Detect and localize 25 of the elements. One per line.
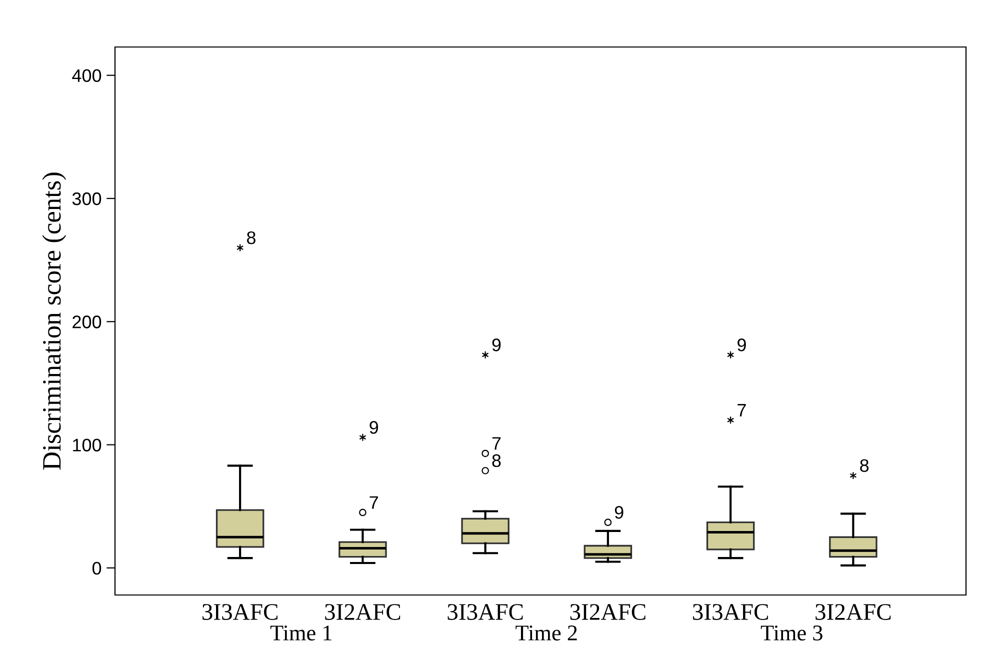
annotation: 8 — [246, 231, 256, 244]
x-tick-label: 3I3AFC — [692, 604, 768, 620]
x-tick-label: 3I2AFC — [570, 604, 646, 620]
y-tick-label: 400 — [72, 69, 102, 82]
y-tick-label: 200 — [72, 316, 102, 328]
text: Time 2 — [516, 626, 577, 640]
y-tick-label: 300 — [72, 192, 102, 206]
y-axis-title: Discrimination score (cents) — [42, 172, 66, 470]
annotation: 9 — [492, 338, 501, 352]
annotation: 7 — [738, 404, 746, 416]
text: Time 3 — [760, 626, 822, 640]
text: Time 1 — [270, 626, 332, 640]
annotation: 8 — [492, 454, 501, 468]
x-tick-label: 3I2AFC — [325, 604, 400, 620]
x-tick-label: 3I3AFC — [448, 604, 523, 620]
y-tick-label: 0 — [92, 562, 102, 575]
annotation: 9 — [738, 338, 746, 352]
annotation: 9 — [614, 506, 624, 519]
annotation: 9 — [370, 421, 378, 434]
x-tick-label: 3I2AFC — [816, 604, 891, 620]
annotation: 7 — [492, 437, 501, 450]
x-tick-label: 3I3AFC — [202, 604, 278, 620]
y-tick-label: 100 — [73, 438, 102, 452]
annotation: 8 — [860, 459, 869, 472]
annotation: 7 — [370, 496, 378, 509]
